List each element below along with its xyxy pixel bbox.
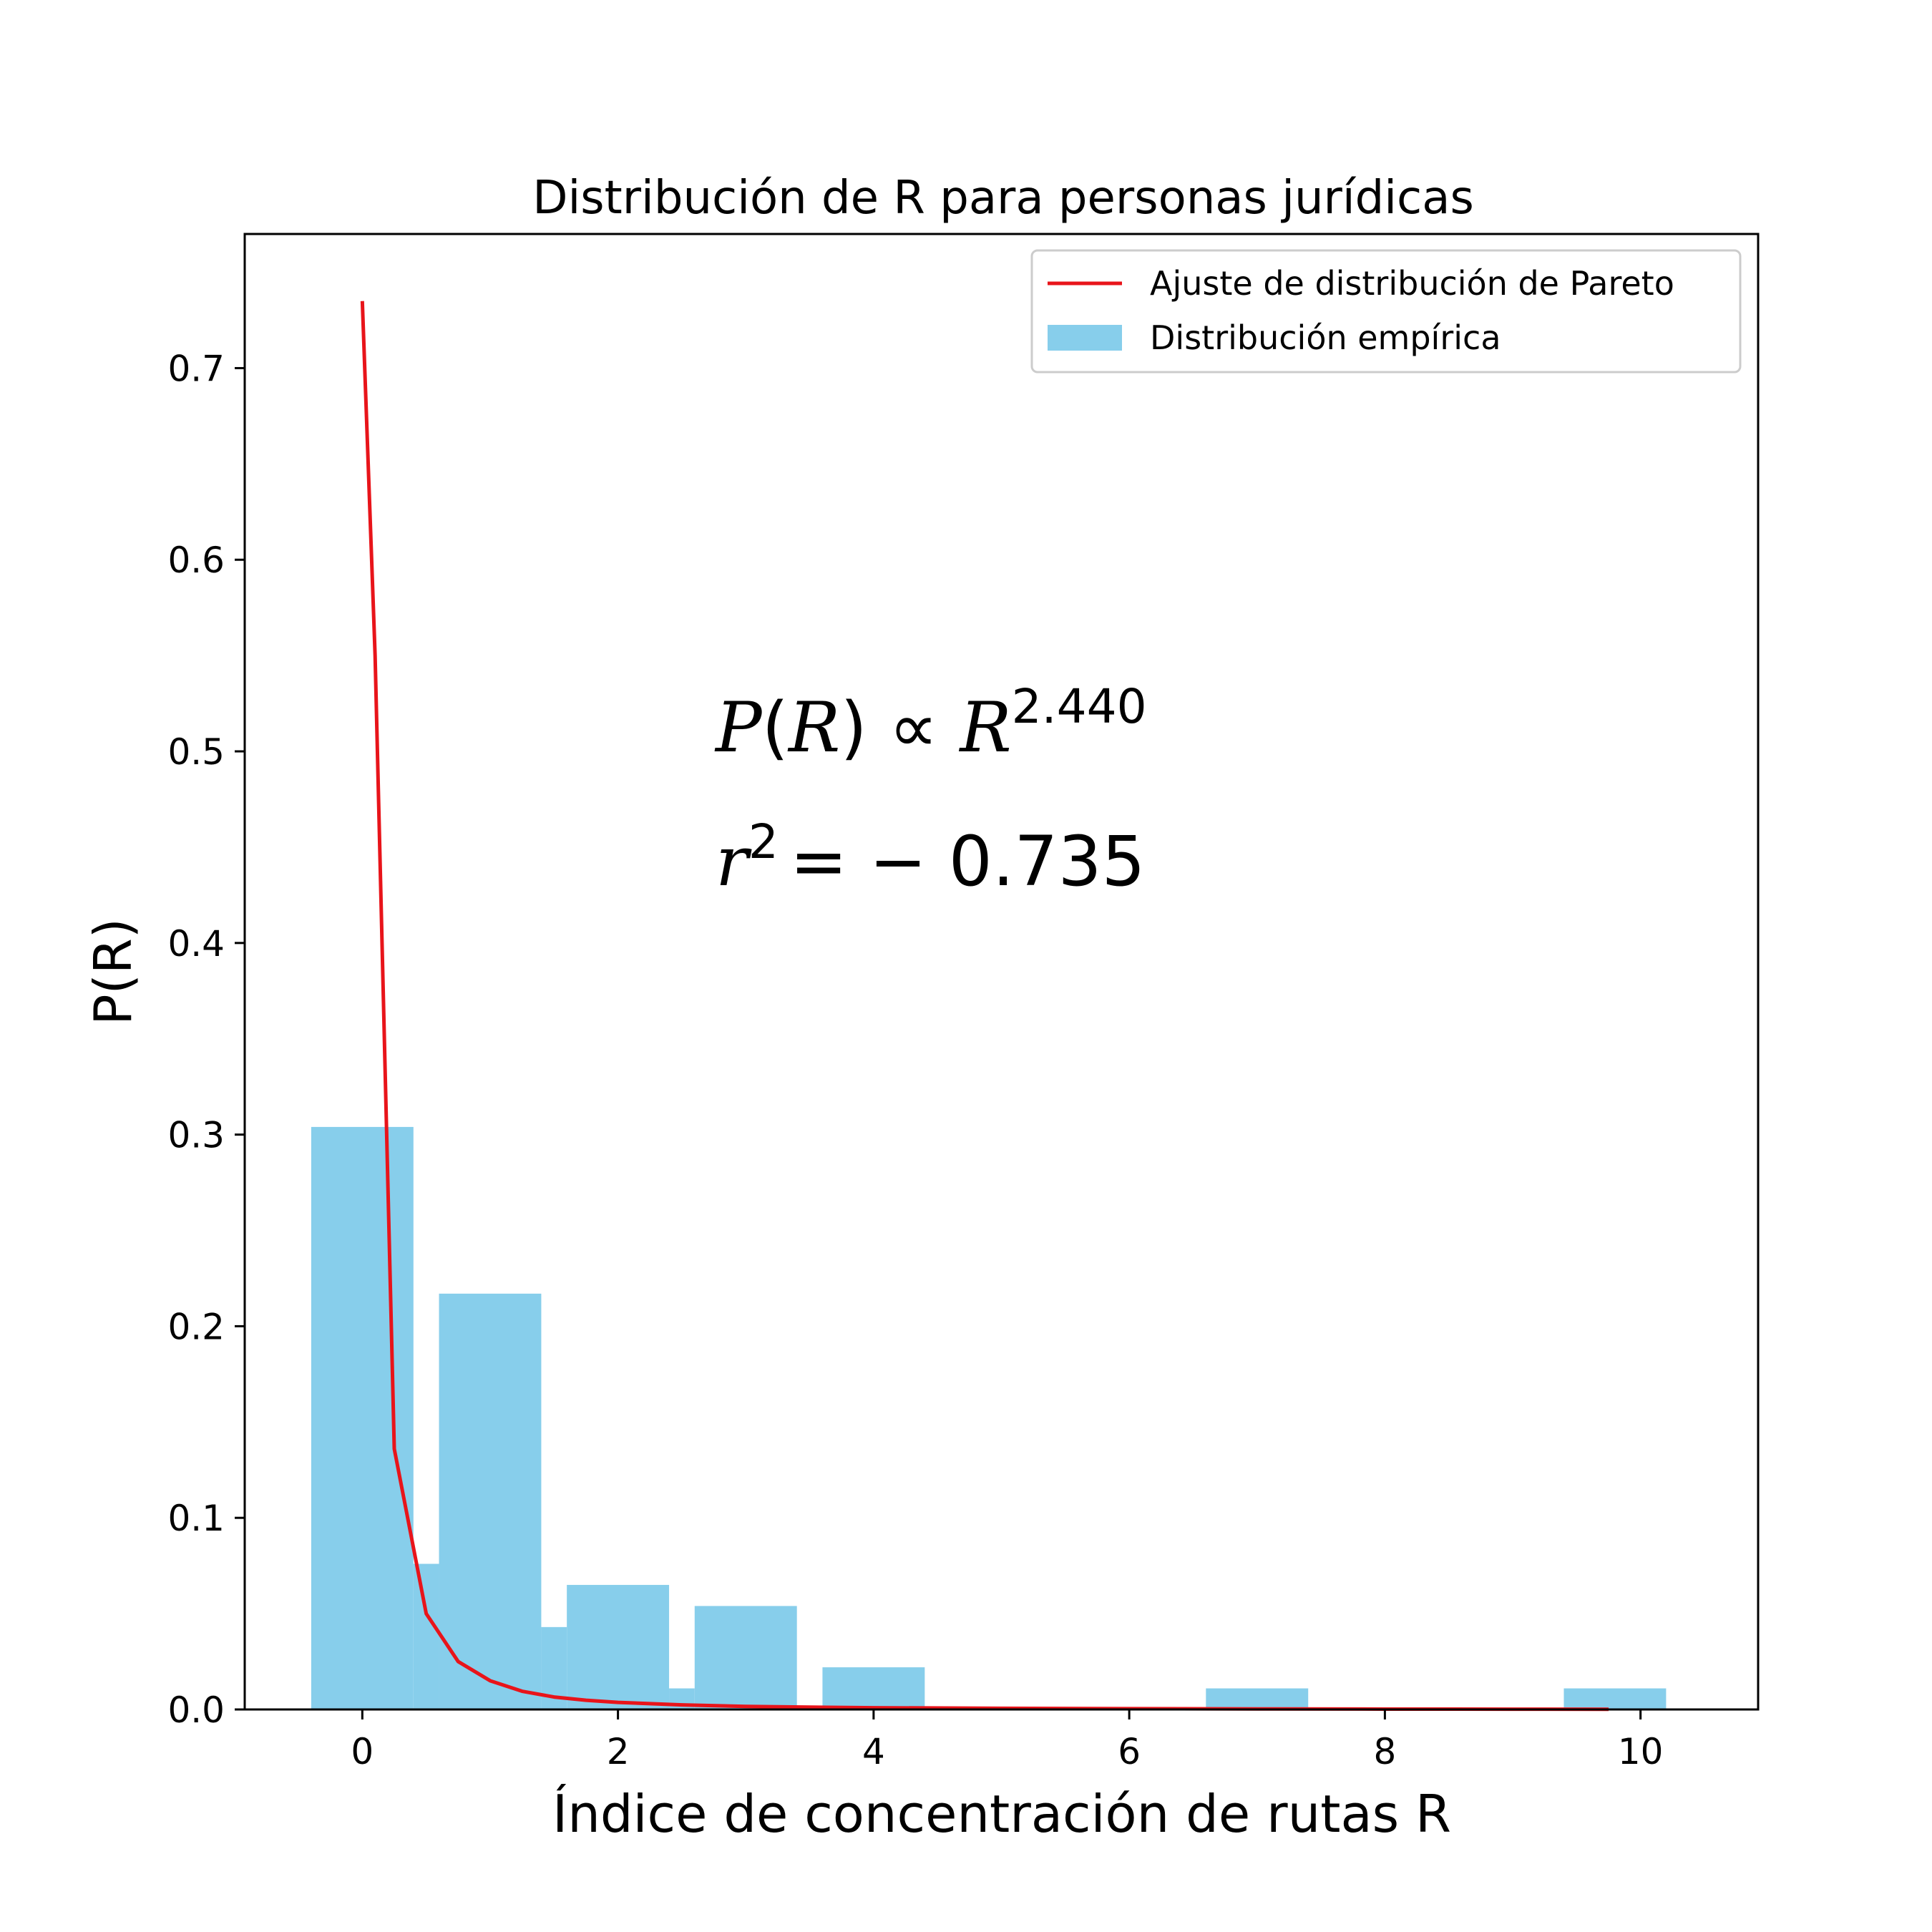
- x-tick-label-10: 10: [1618, 1731, 1664, 1772]
- equation-relation: ∝: [889, 688, 938, 768]
- r-squared-exponent: 2: [748, 814, 779, 869]
- x-tick-label-6: 6: [1118, 1731, 1141, 1772]
- x-axis: 0 2 4 6 8 10: [351, 1709, 1663, 1772]
- equation-lhs: P: [714, 688, 763, 768]
- legend-bar-swatch: [1048, 325, 1122, 351]
- equation-r-squared: r2 = − 0.735: [716, 814, 1146, 902]
- legend-box: [1030, 249, 1742, 374]
- equation-base: R: [958, 688, 1011, 768]
- histogram-bar-2: [439, 1293, 542, 1709]
- r-squared-value: = − 0.735: [790, 821, 1146, 902]
- x-tick-label-8: 8: [1373, 1731, 1396, 1772]
- legend-line-label: Ajuste de distribución de Pareto: [1150, 264, 1674, 303]
- y-tick-label-2: 0.2: [167, 1306, 225, 1347]
- y-axis-label: P(R): [83, 918, 143, 1025]
- histogram-bar-6: [694, 1606, 797, 1709]
- histogram-bar-0: [311, 1126, 414, 1709]
- x-tick-label-0: 0: [351, 1731, 374, 1772]
- y-tick-label-5: 0.5: [167, 731, 225, 773]
- equation-exponent: 2.440: [1012, 679, 1147, 734]
- fit-equation-annotation: P(R) ∝ R2.440 r2 = − 0.735: [714, 679, 1147, 902]
- equation-pareto: P(R) ∝ R2.440: [714, 679, 1147, 768]
- histogram-bar-1: [413, 1563, 439, 1709]
- x-axis-label: Índice de concentración de rutas R: [552, 1784, 1451, 1844]
- y-tick-label-4: 0.4: [167, 923, 225, 965]
- x-tick-label-2: 2: [607, 1731, 630, 1772]
- y-axis: 0.0 0.1 0.2 0.3 0.4 0.5 0.6 0.7: [167, 348, 245, 1731]
- y-tick-label-1: 0.1: [167, 1498, 225, 1539]
- legend: Ajuste de distribución de Pareto Distrib…: [1030, 249, 1742, 374]
- histogram-bar-8: [1206, 1688, 1309, 1709]
- histogram-bar-7: [822, 1667, 925, 1709]
- bars-layer: [311, 1126, 1667, 1709]
- fit-line-layer: [360, 301, 1609, 1712]
- equation-arg: R: [787, 688, 840, 768]
- pareto-fit-line: [360, 301, 1609, 1712]
- y-tick-label-0: 0.0: [167, 1689, 225, 1731]
- legend-bar-label: Distribución empírica: [1150, 318, 1501, 357]
- histogram-bar-9: [1563, 1688, 1667, 1709]
- x-tick-label-4: 4: [862, 1731, 885, 1772]
- r-squared-symbol: r: [716, 821, 752, 902]
- plot-frame: [243, 233, 1760, 1711]
- y-tick-label-7: 0.7: [167, 348, 225, 389]
- chart-title: Distribución de R para personas jurídica…: [532, 172, 1474, 225]
- y-tick-label-3: 0.3: [167, 1115, 225, 1156]
- y-tick-label-6: 0.6: [167, 540, 225, 581]
- histogram-bar-4: [567, 1584, 670, 1709]
